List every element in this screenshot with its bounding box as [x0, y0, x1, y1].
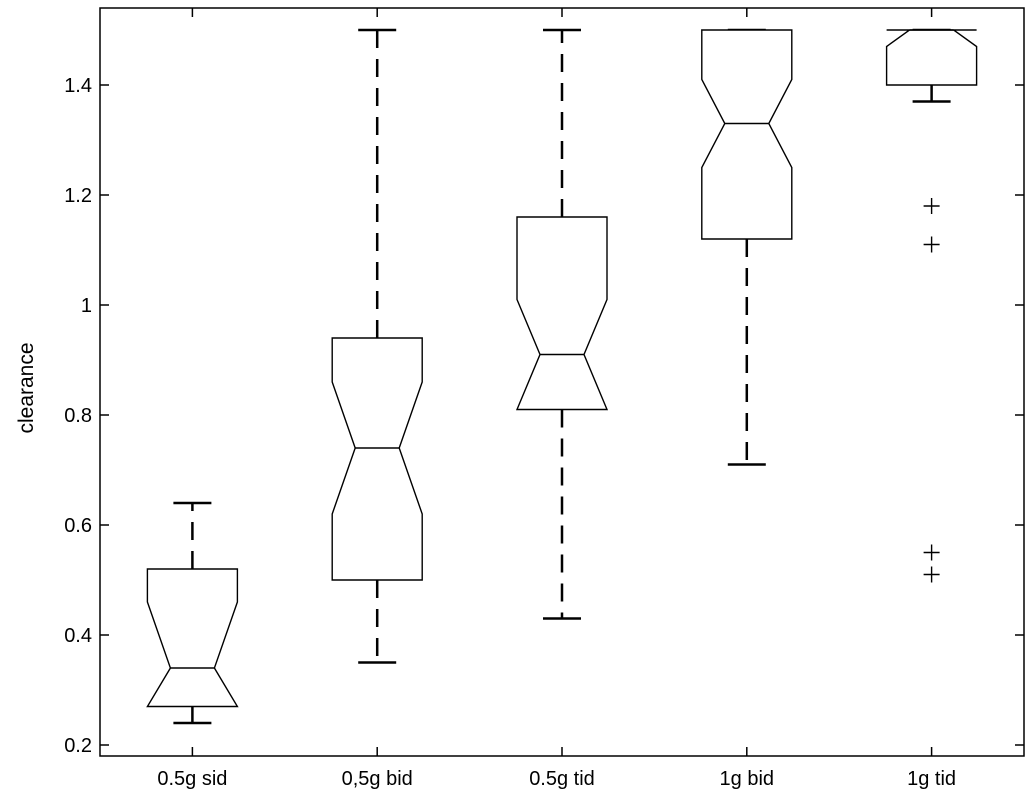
x-tick-label: 0.5g sid	[157, 768, 227, 790]
y-tick-label: 0.8	[64, 405, 92, 427]
x-tick-label: 1g tid	[907, 768, 956, 790]
x-tick-label: 1g bid	[720, 768, 775, 790]
outlier-marker	[923, 566, 940, 583]
outlier-marker	[923, 544, 940, 561]
box-body	[701, 29, 793, 240]
y-axis-label: clearance	[15, 342, 38, 433]
box-body	[885, 29, 978, 86]
y-tick-label: 1	[81, 295, 92, 317]
box-5	[885, 28, 978, 583]
box-body	[331, 337, 423, 581]
box-body	[515, 216, 609, 411]
y-tick-label: 1.4	[64, 75, 92, 97]
y-tick-label: 0.2	[64, 735, 92, 757]
box-3	[515, 28, 609, 620]
y-ticks: 0.2 0.4 0.6 0.8 1 1.2 1.4	[64, 8, 1024, 757]
box-1	[146, 501, 239, 725]
y-tick-label: 0.4	[64, 625, 92, 647]
x-tick-label: 0,5g bid	[342, 768, 413, 790]
boxes	[146, 28, 978, 725]
outlier-marker	[923, 198, 940, 214]
outlier-marker	[923, 236, 940, 253]
x-tick-label: 0.5g tid	[529, 768, 595, 790]
y-tick-label: 0.6	[64, 515, 92, 537]
y-tick-label: 1.2	[64, 185, 92, 207]
x-tick-labels: 0.5g sid 0,5g bid 0.5g tid 1g bid 1g tid	[157, 768, 956, 790]
box-body	[146, 568, 239, 708]
box-2	[331, 28, 423, 664]
box-4	[701, 28, 793, 466]
